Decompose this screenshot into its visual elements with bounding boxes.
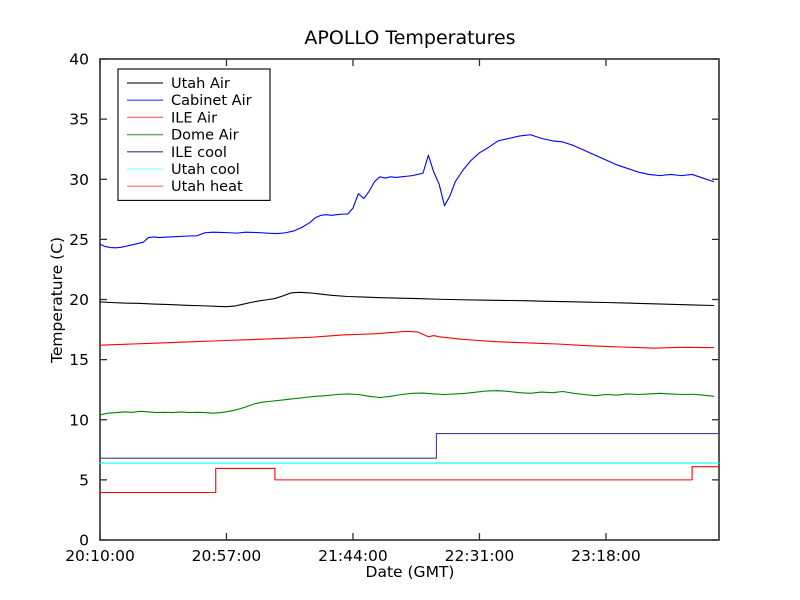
legend-label-dome-air: Dome Air	[171, 128, 239, 144]
legend-label-ile-cool: ILE cool	[171, 145, 227, 161]
series-utah-heat	[99, 466, 720, 494]
series-ile-cool	[99, 433, 720, 459]
x-tick-label: 20:57:00	[192, 547, 262, 565]
y-tick-label: 0	[79, 532, 89, 550]
series-cabinet-air	[99, 134, 715, 249]
y-tick-label: 15	[69, 351, 89, 369]
legend-label-utah-heat: Utah heat	[171, 179, 243, 195]
legend-label-utah-air: Utah Air	[171, 76, 230, 92]
x-axis-title: Date (GMT)	[366, 563, 455, 581]
y-tick-label: 20	[69, 291, 89, 309]
series-ile-air	[99, 330, 715, 349]
y-tick-label: 10	[69, 411, 89, 429]
y-tick-label: 5	[79, 471, 89, 489]
legend-label-ile-air: ILE Air	[171, 110, 217, 126]
plot-frame	[99, 58, 720, 541]
data-series-group	[99, 134, 720, 494]
x-tick-label: 20:10:00	[65, 547, 135, 565]
x-tick-label: 23:18:00	[571, 547, 641, 565]
x-tick-label: 22:31:00	[445, 547, 515, 565]
series-utah-air	[99, 291, 715, 308]
chart-title: APOLLO Temperatures	[304, 27, 515, 49]
series-dome-air	[99, 390, 715, 416]
y-axis-title: Temperature (C)	[48, 237, 66, 364]
y-tick-label: 35	[69, 111, 89, 129]
x-axis-ticks: 20:10:00 20:57:00 21:44:00 22:31:00 23:18:00	[65, 59, 641, 565]
y-tick-label: 25	[69, 231, 89, 249]
y-tick-label: 30	[69, 171, 89, 189]
x-tick-label: 21:44:00	[318, 547, 388, 565]
legend-label-utah-cool: Utah cool	[171, 162, 240, 178]
y-tick-label: 40	[69, 51, 89, 69]
y-axis-ticks: 0 5 10 15 20 25 30 35 40	[69, 51, 719, 550]
legend-label-cabinet-air: Cabinet Air	[171, 93, 252, 109]
